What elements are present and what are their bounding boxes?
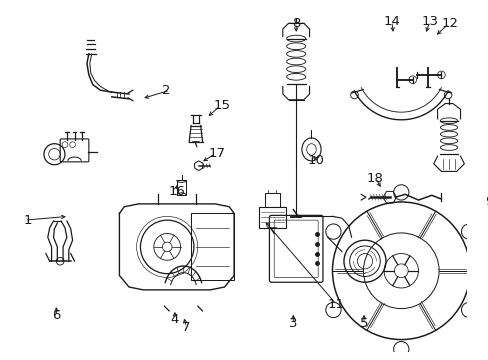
Text: 14: 14	[383, 15, 399, 28]
Bar	[259, 207, 285, 228]
Text: 12: 12	[441, 17, 457, 30]
Text: 18: 18	[366, 172, 383, 185]
Text: 9: 9	[485, 194, 488, 207]
Text: 17: 17	[208, 147, 225, 160]
Text: 6: 6	[52, 309, 61, 322]
Text: 15: 15	[213, 99, 229, 112]
Text: 2: 2	[162, 84, 171, 97]
Text: 13: 13	[421, 15, 438, 28]
Bar	[264, 193, 279, 207]
Text: 16: 16	[168, 185, 184, 198]
Text: 1: 1	[24, 213, 32, 227]
Text: 3: 3	[288, 317, 297, 330]
Bar	[176, 180, 186, 195]
Text: 4: 4	[170, 313, 179, 326]
Text: 7: 7	[182, 321, 190, 334]
Text: 10: 10	[307, 154, 324, 167]
Text: 8: 8	[291, 17, 300, 30]
Text: 5: 5	[359, 317, 367, 330]
Bar	[191, 213, 234, 280]
Text: 11: 11	[327, 298, 344, 311]
